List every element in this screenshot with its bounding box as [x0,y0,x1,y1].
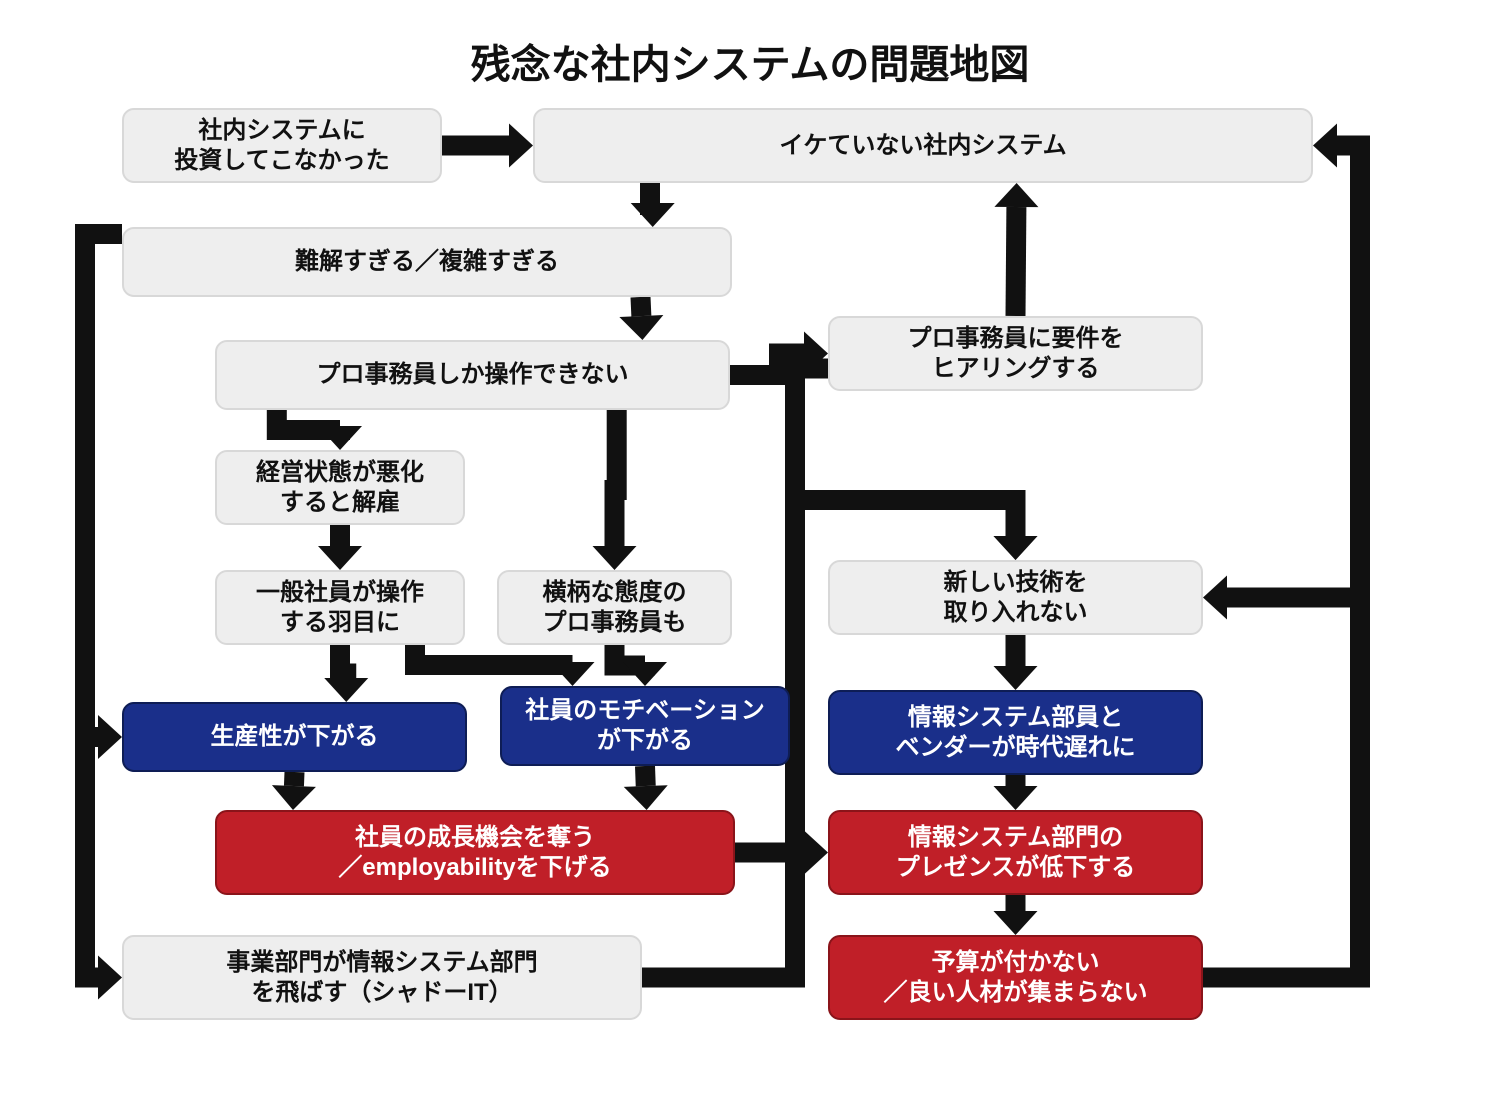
flow-node-n4: プロ事務員しか操作できない [215,340,730,410]
flow-node-n14: 情報システム部門の プレゼンスが低下する [828,810,1203,895]
diagram-title: 残念な社内システムの問題地図 [0,32,1500,90]
flow-node-n2: イケていない社内システム [533,108,1313,183]
flow-node-n9: 新しい技術を 取り入れない [828,560,1203,635]
flow-node-n10: 生産性が下がる [122,702,467,772]
flow-node-n15: 事業部門が情報システム部門 を飛ばす（シャドーIT） [122,935,642,1020]
flow-node-n12: 情報システム部員と ベンダーが時代遅れに [828,690,1203,775]
flow-node-n3: 難解すぎる／複雑すぎる [122,227,732,297]
flow-node-n8: 横柄な態度の プロ事務員も [497,570,732,645]
flow-node-n13: 社員の成長機会を奪う ／employabilityを下げる [215,810,735,895]
flow-node-n1: 社内システムに 投資してこなかった [122,108,442,183]
flow-node-n6: 経営状態が悪化 すると解雇 [215,450,465,525]
flow-node-n16: 予算が付かない ／良い人材が集まらない [828,935,1203,1020]
flow-node-n7: 一般社員が操作 する羽目に [215,570,465,645]
flowchart-canvas: 残念な社内システムの問題地図 社内システムに 投資してこなかった イケていない社内… [0,0,1500,1115]
flow-node-n5: プロ事務員に要件を ヒアリングする [828,316,1203,391]
flow-node-n11: 社員のモチベーション が下がる [500,686,790,766]
